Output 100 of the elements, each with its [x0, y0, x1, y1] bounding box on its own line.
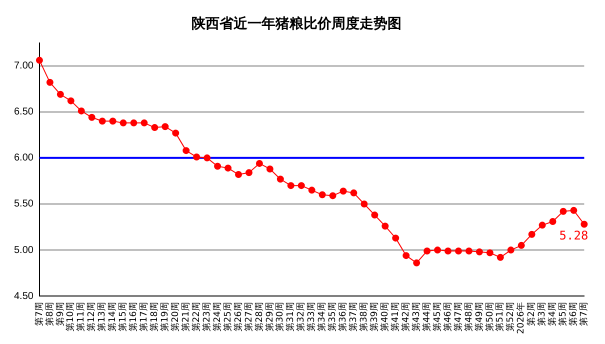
point [46, 78, 54, 86]
point [538, 222, 546, 229]
x-tick-label: 第49周 [474, 302, 485, 332]
point [496, 254, 504, 261]
point [276, 176, 284, 183]
point [413, 259, 420, 266]
x-tick-label: 第45周 [432, 302, 443, 332]
x-tick-label: 第15周 [118, 302, 129, 332]
point [78, 107, 85, 114]
x-tick-label: 第33周 [306, 302, 318, 332]
x-tick-label: 第7周 [578, 302, 590, 326]
point [434, 246, 442, 254]
x-tick-label: 第17周 [138, 302, 150, 332]
point [298, 182, 305, 190]
point [109, 118, 116, 125]
x-tick-label: 第22周 [190, 302, 202, 332]
x-tick-label: 第41周 [390, 302, 401, 332]
point [245, 169, 252, 176]
x-tick-label: 第8周 [44, 302, 56, 326]
y-tick-label: 6.50 [14, 106, 34, 118]
point [486, 249, 494, 256]
point [308, 186, 316, 194]
point [130, 119, 138, 126]
point [56, 90, 64, 98]
x-tick-label: 第18周 [149, 302, 160, 332]
x-tick-label: 第47周 [452, 302, 464, 332]
point [580, 220, 588, 228]
y-tick-label: 7.00 [14, 60, 34, 72]
x-tick-label: 第30周 [274, 302, 286, 332]
y-tick-label: 6.00 [14, 152, 34, 164]
x-tick-label: 第5周 [558, 302, 569, 326]
x-tick-label: 第38周 [358, 302, 370, 332]
x-tick-label: 第20周 [170, 302, 181, 332]
point [392, 234, 400, 242]
x-tick-label: 第13周 [96, 302, 108, 332]
x-tick-label: 第28周 [254, 302, 265, 332]
x-tick-label: 第48周 [463, 302, 474, 332]
point [287, 182, 294, 190]
point [465, 247, 472, 254]
point [507, 246, 514, 254]
point [67, 97, 74, 104]
x-tick-label: 第26周 [232, 302, 244, 332]
x-tick-label: 第10周 [65, 302, 76, 332]
x-tick-label: 第51周 [494, 302, 506, 332]
x-tick-label: 第52周 [505, 302, 516, 332]
point [88, 114, 96, 121]
point [518, 242, 525, 249]
point [182, 147, 190, 154]
x-tick-label: 第40周 [380, 302, 391, 332]
point [214, 162, 222, 170]
x-tick-label: 第14周 [107, 302, 118, 332]
point [151, 124, 158, 132]
point [329, 192, 336, 200]
x-tick-label: 第44周 [421, 302, 432, 332]
y-tick-label: 5.50 [14, 198, 34, 210]
point [360, 200, 368, 208]
point [549, 218, 556, 225]
x-tick-label: 第35周 [327, 302, 338, 332]
point [528, 230, 536, 238]
point [235, 171, 242, 178]
x-tick-label: 第39周 [369, 302, 380, 332]
x-tick-label: 第50周 [484, 302, 496, 332]
x-tick-label: 第16周 [128, 302, 140, 332]
point [560, 208, 567, 215]
chart-title: 陕西省近一年猪粮比价周度走势图 [192, 15, 402, 32]
x-tick-label: 第29周 [264, 302, 276, 332]
x-tick-label: 第46周 [442, 302, 454, 332]
x-tick-label: 第43周 [410, 302, 422, 332]
x-tick-label: 第31周 [285, 302, 296, 332]
point [371, 212, 378, 219]
x-tick-label: 第2周 [526, 302, 538, 326]
x-tick-label: 第7周 [34, 302, 45, 326]
point [340, 188, 347, 195]
point [140, 119, 148, 126]
x-tick-label: 第25周 [222, 302, 234, 332]
point [382, 222, 389, 230]
point [256, 160, 263, 167]
point [224, 164, 232, 172]
x-tick-label: 第4周 [547, 302, 558, 326]
x-tick-label: 第3周 [536, 302, 548, 326]
x-tick-label: 第32周 [296, 302, 307, 332]
point [193, 154, 200, 161]
data-label: 5.28 [559, 228, 588, 242]
x-tick-label: 第24周 [212, 302, 223, 332]
point [444, 247, 452, 254]
x-tick-label: 第27周 [243, 302, 254, 332]
x-tick-label: 第37周 [348, 302, 360, 332]
point [318, 191, 326, 198]
point [424, 247, 431, 254]
point [266, 165, 274, 172]
point [162, 123, 169, 130]
point [36, 56, 43, 64]
x-tick-label: 2026年 [516, 302, 527, 334]
x-tick-label: 第21周 [180, 302, 192, 332]
x-tick-label: 第34周 [316, 302, 328, 332]
x-tick-label: 第11周 [76, 302, 87, 332]
x-tick-label: 第42周 [400, 302, 412, 332]
point [570, 206, 578, 214]
x-tick-label: 第23周 [201, 302, 212, 332]
point [402, 252, 410, 260]
